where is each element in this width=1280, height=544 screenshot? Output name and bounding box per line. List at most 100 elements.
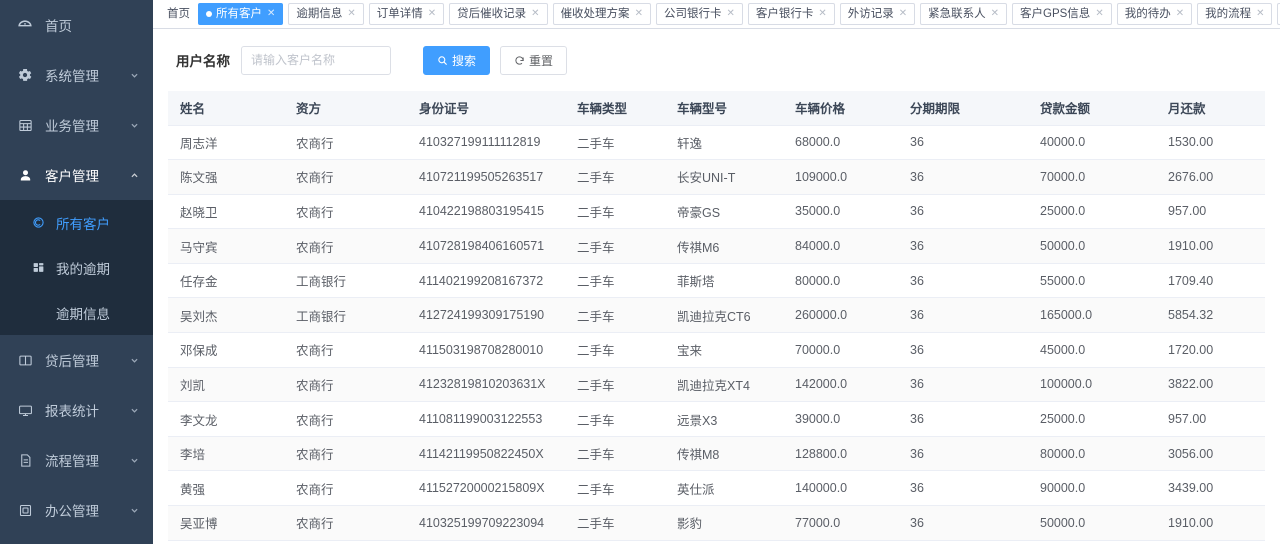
close-icon[interactable]: ✕ <box>531 8 540 19</box>
cell-1: 农商行 <box>286 159 409 195</box>
sidebar-item-customer-management[interactable]: 客户管理 <box>0 150 153 200</box>
sidebar-item-label: 首页 <box>45 19 72 34</box>
cell-8: 1530.00 <box>1158 125 1265 161</box>
chevron-down-icon <box>129 505 139 515</box>
tab-5[interactable]: 催收处理方案 ✕ <box>552 3 651 25</box>
cell-5: 260000.0 <box>785 297 900 334</box>
cell-3: 二手车 <box>567 401 667 437</box>
table-row: 李文龙 农商行 411081199003122553 二手车 远景X3 39000.0 36… <box>168 401 1265 437</box>
sidebar-item-business-management[interactable]: 业务管理 <box>0 100 153 150</box>
close-icon[interactable]: ✕ <box>634 8 643 19</box>
cell-5: 142000.0 <box>785 367 900 403</box>
sidebar-item-system-management[interactable]: 系统管理 <box>0 50 153 100</box>
cell-7: 50000.0 <box>1030 228 1158 264</box>
cell-3: 二手车 <box>567 505 667 541</box>
close-icon[interactable]: ✕ <box>267 8 276 19</box>
tab-label: 客户GPS信息 <box>1020 8 1091 20</box>
column-header-0: 姓名 <box>168 91 286 126</box>
table-header-row: 姓名资方身份证号车辆类型车辆型号车辆价格分期期限贷款金额月还款操作 <box>168 91 1265 126</box>
close-icon[interactable]: ✕ <box>1175 8 1185 19</box>
table-body: 周志洋 农商行 410327199111112819 二手车 轩逸 68000.0 36 40… <box>168 125 1265 541</box>
sidebar-subitem-my-overdue[interactable]: 我的逾期 <box>0 245 153 290</box>
cell-2: 41142119950822450X <box>409 436 567 472</box>
tab-12[interactable]: 我的流程 ✕ <box>1197 3 1273 25</box>
tab-label: 紧急联系人 <box>928 8 986 20</box>
tab-2[interactable]: 逾期信息 ✕ <box>288 3 364 25</box>
cell-1: 农商行 <box>286 401 409 437</box>
cell-2: 41152720000215809X <box>409 470 567 507</box>
cell-6: 36 <box>900 297 1030 334</box>
cell-2: 411402199208167372 <box>409 263 567 299</box>
cell-1: 工商银行 <box>286 263 409 299</box>
sidebar-subitem-overdue-info[interactable]: 逾期信息 <box>0 290 153 335</box>
cell-4: 传祺M6 <box>667 228 785 264</box>
sidebar-item-process-management[interactable]: 流程管理 <box>0 435 153 485</box>
cell-4: 长安UNI-T <box>667 159 785 195</box>
table-row: 吴亚博 农商行 410325199709223094 二手车 影豹 77000.0 36 50… <box>168 505 1265 541</box>
cell-7: 50000.0 <box>1030 505 1158 541</box>
cell-5: 128800.0 <box>785 436 900 472</box>
tab-label: 订单详情 <box>376 8 423 20</box>
cell-3: 二手车 <box>567 367 667 403</box>
tab-10[interactable]: 客户GPS信息 ✕ <box>1012 3 1112 25</box>
chevron-down-icon <box>129 120 139 130</box>
cell-8: 1720.00 <box>1158 332 1265 368</box>
chevron-up-icon <box>129 170 139 180</box>
cell-2: 410422198803195415 <box>409 194 567 230</box>
tab-8[interactable]: 外访记录 ✕ <box>839 3 916 25</box>
sidebar-item-home[interactable]: 首页 <box>0 0 153 50</box>
cell-0: 周志洋 <box>168 125 286 161</box>
search-button[interactable]: 搜索 <box>423 45 491 75</box>
tab-13[interactable]: 代签任务✕ <box>1277 3 1280 25</box>
cell-8: 3056.00 <box>1158 436 1265 472</box>
cell-8: 3822.00 <box>1158 367 1265 403</box>
tab-9[interactable]: 紧急联系人 ✕ <box>920 3 1008 25</box>
sidebar-item-system-monitor[interactable]: 系统监控 <box>0 535 153 544</box>
cell-6: 36 <box>900 401 1030 437</box>
cell-0: 黄强 <box>168 470 286 507</box>
sidebar-subitem-all-customers[interactable]: 所有客户 <box>0 200 153 245</box>
sidebar-item-label: 贷后管理 <box>45 354 99 369</box>
sidebar: 首页 系统管理 业务管理 客户管理 <box>0 0 153 544</box>
cell-3: 二手车 <box>567 228 667 264</box>
search-input[interactable] <box>241 45 391 75</box>
refresh-icon <box>514 55 525 66</box>
sidebar-item-report-statistics[interactable]: 报表统计 <box>0 385 153 435</box>
tab-6[interactable]: 公司银行卡 ✕ <box>655 3 743 25</box>
close-icon[interactable]: ✕ <box>1256 8 1265 19</box>
cell-0: 赵晓卫 <box>168 194 286 230</box>
cell-1: 农商行 <box>286 228 409 264</box>
sidebar-item-post-loan-management[interactable]: 贷后管理 <box>0 335 153 385</box>
cell-5: 77000.0 <box>785 505 900 541</box>
cell-7: 25000.0 <box>1030 401 1158 437</box>
cell-5: 70000.0 <box>785 332 900 368</box>
reset-button[interactable]: 重置 <box>500 45 568 75</box>
monitor-icon <box>16 401 34 419</box>
tab-4[interactable]: 贷后催收记录 ✕ <box>449 3 548 25</box>
flow-icon <box>16 451 34 469</box>
close-icon[interactable]: ✕ <box>1095 8 1104 19</box>
sidebar-item-office-management[interactable]: 办公管理 <box>0 485 153 535</box>
tab-0[interactable]: 首页 <box>161 3 196 25</box>
close-icon[interactable]: ✕ <box>726 8 735 19</box>
close-icon[interactable]: ✕ <box>347 8 356 19</box>
close-icon[interactable]: ✕ <box>898 8 908 19</box>
cell-4: 菲斯塔 <box>667 263 785 299</box>
close-icon[interactable]: ✕ <box>818 8 827 19</box>
cell-2: 411081199003122553 <box>409 401 567 437</box>
tab-11[interactable]: 我的待办 ✕ <box>1116 3 1193 25</box>
reset-button-label: 重置 <box>529 53 554 68</box>
cell-0: 李文龙 <box>168 401 286 437</box>
cell-6: 36 <box>900 228 1030 264</box>
tab-1[interactable]: 所有客户 ✕ <box>198 3 284 25</box>
tabs-bar[interactable]: 首页 所有客户 ✕ 逾期信息 ✕ 订单详情 ✕ 贷后催收记录 ✕ 催收处理方案 ✕ 公司银行卡 ✕ 客户银… <box>153 0 1280 29</box>
dashboard-icon <box>16 16 34 34</box>
cell-7: 45000.0 <box>1030 332 1158 368</box>
tab-3[interactable]: 订单详情 ✕ <box>368 3 445 25</box>
close-icon[interactable]: ✕ <box>427 8 437 19</box>
close-icon[interactable]: ✕ <box>990 8 1000 19</box>
tab-7[interactable]: 客户银行卡 ✕ <box>747 3 835 25</box>
active-tab-dot-icon <box>206 11 212 17</box>
cell-5: 140000.0 <box>785 470 900 507</box>
cell-7: 40000.0 <box>1030 125 1158 161</box>
